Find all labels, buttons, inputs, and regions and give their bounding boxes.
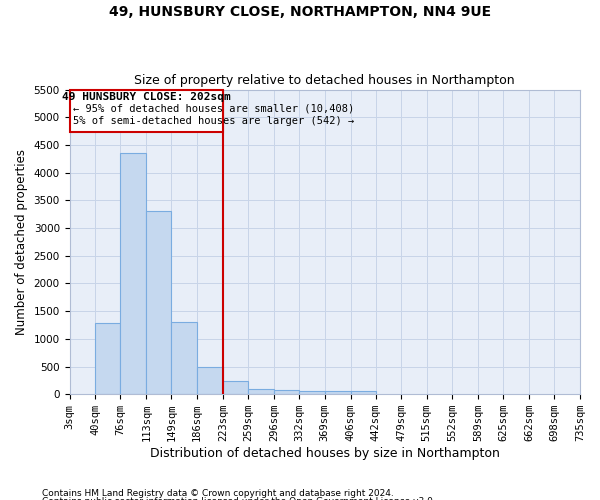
Text: ← 95% of detached houses are smaller (10,408): ← 95% of detached houses are smaller (10… <box>73 104 354 114</box>
X-axis label: Distribution of detached houses by size in Northampton: Distribution of detached houses by size … <box>150 447 500 460</box>
Text: 49 HUNSBURY CLOSE: 202sqm: 49 HUNSBURY CLOSE: 202sqm <box>62 92 230 102</box>
Bar <box>95 324 121 394</box>
Text: Contains public sector information licensed under the Open Government Licence v3: Contains public sector information licen… <box>42 497 436 500</box>
Text: 5% of semi-detached houses are larger (542) →: 5% of semi-detached houses are larger (5… <box>73 116 354 126</box>
Text: Contains HM Land Registry data © Crown copyright and database right 2024.: Contains HM Land Registry data © Crown c… <box>42 488 394 498</box>
Title: Size of property relative to detached houses in Northampton: Size of property relative to detached ho… <box>134 74 515 87</box>
Bar <box>274 390 299 394</box>
Bar <box>299 392 325 394</box>
Bar <box>350 392 376 394</box>
Bar <box>325 392 350 394</box>
Bar <box>248 388 274 394</box>
Y-axis label: Number of detached properties: Number of detached properties <box>15 149 28 335</box>
Bar <box>121 154 146 394</box>
Bar <box>223 381 248 394</box>
Bar <box>197 366 223 394</box>
Bar <box>172 322 197 394</box>
FancyBboxPatch shape <box>70 90 223 132</box>
Text: 49, HUNSBURY CLOSE, NORTHAMPTON, NN4 9UE: 49, HUNSBURY CLOSE, NORTHAMPTON, NN4 9UE <box>109 5 491 19</box>
Bar <box>146 212 172 394</box>
